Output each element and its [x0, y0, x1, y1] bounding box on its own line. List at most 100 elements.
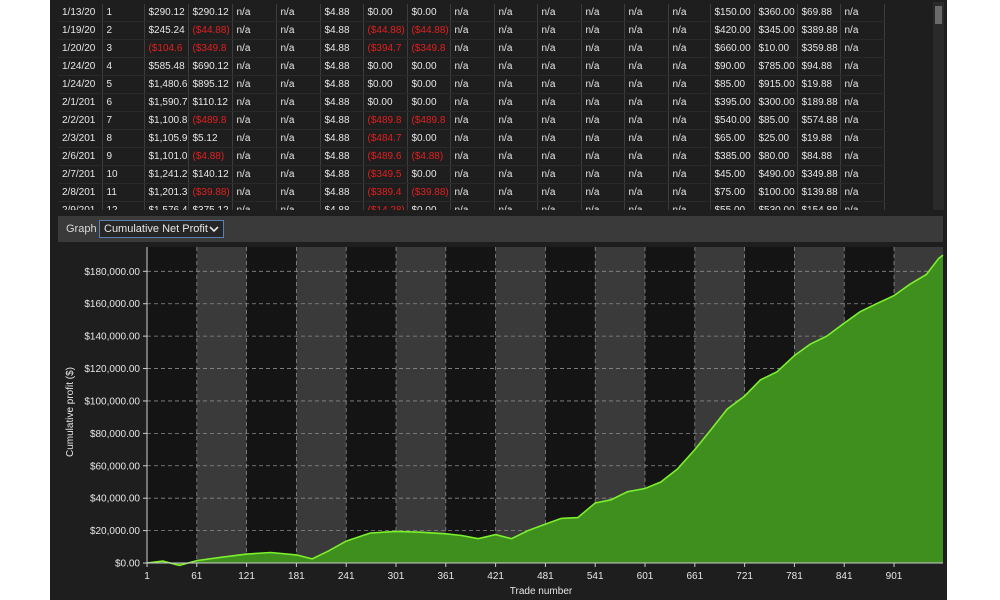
x-tick-label: 181 [288, 571, 305, 582]
grid-band [196, 247, 247, 563]
table-row[interactable]: 1/24/20 5 $1,480.6 $895.12 n/a n/a $4.88 $0.00 $… [58, 75, 885, 94]
table-row[interactable]: 1/19/20 2 $245.24 ($44.88) n/a n/a $4.88 ($44.8… [58, 21, 885, 40]
table-cell: n/a [276, 4, 321, 22]
table-cell: n/a [840, 21, 885, 40]
table-cell: $0.00 [407, 75, 451, 94]
table-cell: 2/6/201 [58, 147, 103, 166]
table-cell: 12 [102, 201, 145, 210]
table-cell: $139.88 [797, 183, 841, 202]
table-cell: $85.00 [754, 111, 798, 130]
x-tick-label: 361 [437, 571, 454, 582]
scrollbar-thumb[interactable] [935, 6, 942, 24]
table-cell: $189.88 [797, 93, 841, 112]
table-cell: $4.88 [320, 75, 364, 94]
table-cell: $585.48 [144, 57, 189, 76]
table-cell: $290.12 [144, 4, 189, 22]
table-cell: n/a [537, 165, 582, 184]
table-cell: n/a [581, 4, 625, 22]
table-row[interactable]: 2/8/201 11 $1,201.3 ($39.88) n/a n/a $4.88 ($38… [58, 183, 885, 202]
table-cell: n/a [624, 111, 669, 130]
y-tick-label: $180,000.00 [84, 267, 140, 278]
table-cell: n/a [450, 183, 495, 202]
table-row[interactable]: 1/20/20 3 ($104.6 ($349.8 n/a n/a $4.88 ($394.7… [58, 39, 885, 58]
table-cell: n/a [232, 183, 277, 202]
table-cell: n/a [668, 57, 711, 76]
table-cell: ($349.8 [407, 39, 451, 58]
table-cell: n/a [668, 183, 711, 202]
table-cell: n/a [840, 201, 885, 210]
table-cell: 2/9/201 [58, 201, 103, 210]
table-cell: n/a [450, 129, 495, 148]
table-cell: n/a [840, 183, 885, 202]
table-cell: n/a [494, 21, 538, 40]
table-cell: n/a [624, 57, 669, 76]
table-cell: $0.00 [407, 57, 451, 76]
table-cell: ($44.88) [188, 21, 233, 40]
table-cell: n/a [276, 111, 321, 130]
table-cell: n/a [624, 129, 669, 148]
table-row[interactable]: 1/13/20 1 $290.12 $290.12 n/a n/a $4.88 $0.00 $0… [58, 4, 885, 22]
table-cell: $0.00 [407, 129, 451, 148]
table-cell: n/a [276, 93, 321, 112]
table-cell: $300.00 [754, 93, 798, 112]
table-cell: 2/7/201 [58, 165, 103, 184]
table-cell: n/a [581, 21, 625, 40]
table-cell: n/a [276, 183, 321, 202]
profit-area [147, 255, 943, 566]
table-cell: n/a [840, 4, 885, 22]
x-tick-label: 121 [238, 571, 255, 582]
table-cell: 8 [102, 129, 145, 148]
table-cell: n/a [624, 201, 669, 210]
table-cell: n/a [624, 39, 669, 58]
table-row[interactable]: 2/7/201 10 $1,241.2 $140.12 n/a n/a $4.88 ($349… [58, 165, 885, 184]
table-cell: n/a [276, 75, 321, 94]
table-cell: ($4.88) [407, 147, 451, 166]
table-cell: $690.12 [188, 57, 233, 76]
table-row[interactable]: 2/3/201 8 $1,105.9 $5.12 n/a n/a $4.88 ($484.7 $… [58, 129, 885, 148]
table-row[interactable]: 2/6/201 9 $1,101.0 ($4.88) n/a n/a $4.88 ($489.… [58, 147, 885, 166]
table-cell: 1/13/20 [58, 4, 103, 22]
table-cell: $490.00 [754, 165, 798, 184]
table-row[interactable]: 1/24/20 4 $585.48 $690.12 n/a n/a $4.88 $0.00 $0… [58, 57, 885, 76]
grid-band [296, 247, 347, 563]
table-cell: $4.88 [320, 57, 364, 76]
table-cell: $85.00 [710, 75, 755, 94]
table-cell: 2/3/201 [58, 129, 103, 148]
table-cell: 11 [102, 183, 145, 202]
table-cell: $10.00 [754, 39, 798, 58]
table-cell: n/a [450, 4, 495, 22]
table-cell: 4 [102, 57, 145, 76]
table-cell: $65.00 [710, 129, 755, 148]
table-cell: n/a [494, 165, 538, 184]
graph-type-select[interactable]: Cumulative Net Profit [99, 220, 224, 238]
table-cell: n/a [668, 201, 711, 210]
table-cell: ($489.8 [188, 111, 233, 130]
table-cell: n/a [450, 75, 495, 94]
table-cell: $4.88 [320, 39, 364, 58]
table-cell: n/a [668, 111, 711, 130]
table-cell: n/a [450, 21, 495, 40]
table-row[interactable]: 2/2/201 7 $1,100.8 ($489.8 n/a n/a $4.88 ($489.… [58, 111, 885, 130]
table-cell: n/a [232, 39, 277, 58]
table-cell: n/a [668, 75, 711, 94]
table-cell: ($489.6 [363, 147, 408, 166]
table-scrollbar[interactable] [933, 2, 944, 210]
table-cell: n/a [668, 39, 711, 58]
table-cell: 2 [102, 21, 145, 40]
table-cell: $290.12 [188, 4, 233, 22]
table-cell: 1/19/20 [58, 21, 103, 40]
table-cell: ($489.8 [363, 111, 408, 130]
table-cell: $420.00 [710, 21, 755, 40]
table-cell: ($14.28) [363, 201, 408, 210]
table-cell: $150.00 [710, 4, 755, 22]
table-cell: $55.00 [710, 201, 755, 210]
table-cell: n/a [581, 111, 625, 130]
table-row[interactable]: 2/9/20112$1,576.4$375.12n/an/a$4.88($14.… [58, 201, 885, 210]
table-cell: n/a [494, 183, 538, 202]
table-cell: n/a [668, 21, 711, 40]
table-cell: $385.00 [710, 147, 755, 166]
table-cell: n/a [581, 147, 625, 166]
x-tick-label: 721 [736, 571, 753, 582]
table-row[interactable]: 2/1/201 6 $1,590.7 $110.12 n/a n/a $4.88 $0.00 $… [58, 93, 885, 112]
table-cell: $375.12 [188, 201, 233, 210]
